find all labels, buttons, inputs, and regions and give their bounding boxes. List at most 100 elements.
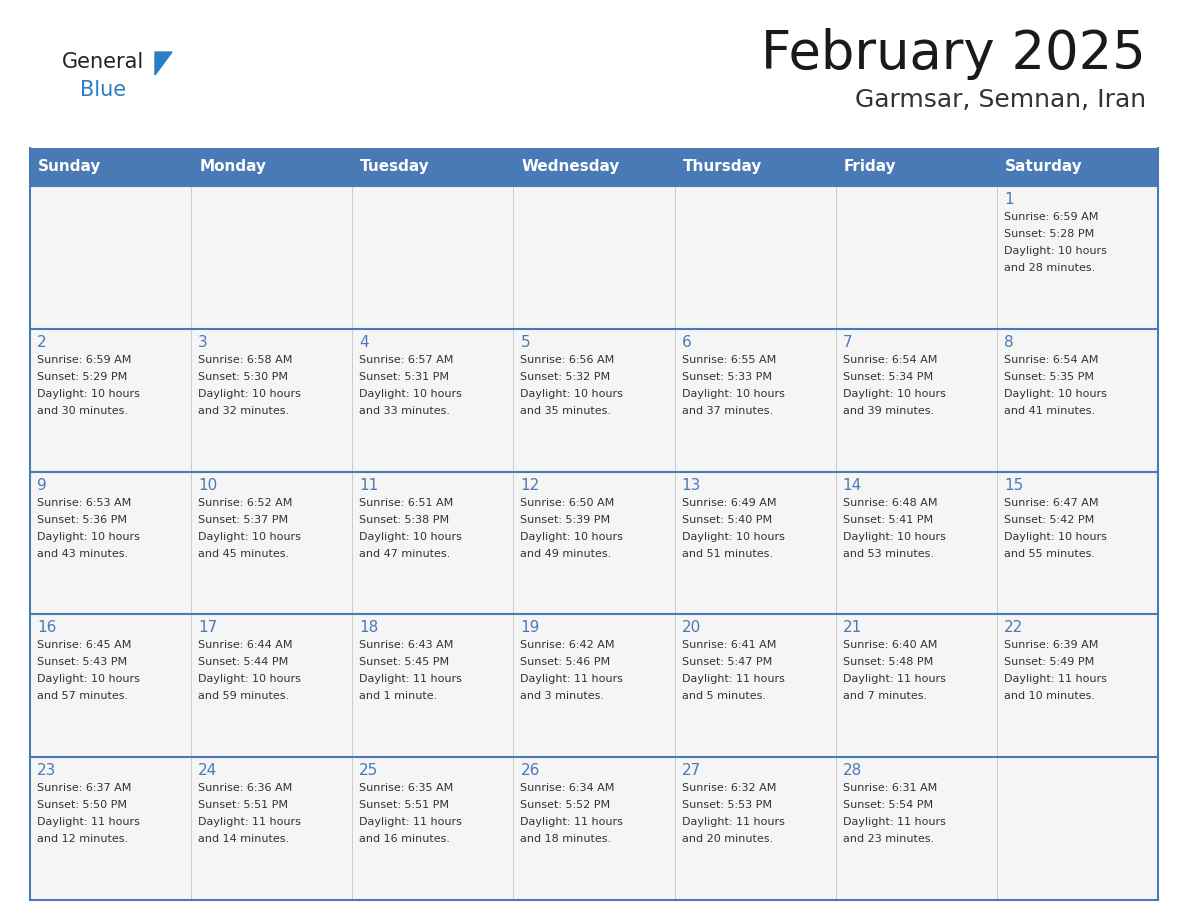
Bar bbox=[675, 329, 835, 472]
Text: Sunrise: 6:43 AM: Sunrise: 6:43 AM bbox=[359, 641, 454, 650]
Text: and 59 minutes.: and 59 minutes. bbox=[198, 691, 289, 701]
Text: 3: 3 bbox=[198, 335, 208, 350]
Text: Daylight: 10 hours: Daylight: 10 hours bbox=[37, 389, 140, 398]
Text: 15: 15 bbox=[1004, 477, 1023, 493]
Bar bbox=[30, 148, 191, 186]
Text: and 14 minutes.: and 14 minutes. bbox=[198, 834, 289, 845]
Text: Sunset: 5:44 PM: Sunset: 5:44 PM bbox=[198, 657, 289, 667]
Text: Daylight: 11 hours: Daylight: 11 hours bbox=[198, 817, 301, 827]
Text: Sunrise: 6:59 AM: Sunrise: 6:59 AM bbox=[37, 354, 132, 364]
Text: 9: 9 bbox=[37, 477, 46, 493]
Bar bbox=[30, 186, 191, 329]
Bar bbox=[353, 614, 513, 757]
Text: Saturday: Saturday bbox=[1005, 160, 1082, 174]
Text: Sunrise: 6:47 AM: Sunrise: 6:47 AM bbox=[1004, 498, 1099, 508]
Text: Daylight: 11 hours: Daylight: 11 hours bbox=[359, 817, 462, 827]
Bar bbox=[835, 757, 997, 900]
Text: Sunrise: 6:52 AM: Sunrise: 6:52 AM bbox=[198, 498, 292, 508]
Text: and 53 minutes.: and 53 minutes. bbox=[842, 549, 934, 558]
Text: 20: 20 bbox=[682, 621, 701, 635]
Text: Daylight: 10 hours: Daylight: 10 hours bbox=[37, 675, 140, 685]
Bar bbox=[675, 614, 835, 757]
Text: Daylight: 10 hours: Daylight: 10 hours bbox=[359, 389, 462, 398]
Bar bbox=[30, 614, 191, 757]
Bar bbox=[513, 186, 675, 329]
Bar bbox=[835, 148, 997, 186]
Bar bbox=[513, 614, 675, 757]
Text: Sunset: 5:40 PM: Sunset: 5:40 PM bbox=[682, 515, 772, 524]
Bar bbox=[997, 472, 1158, 614]
Text: Sunset: 5:30 PM: Sunset: 5:30 PM bbox=[198, 372, 289, 382]
Text: Sunset: 5:54 PM: Sunset: 5:54 PM bbox=[842, 800, 933, 811]
Text: and 7 minutes.: and 7 minutes. bbox=[842, 691, 927, 701]
Text: Sunrise: 6:45 AM: Sunrise: 6:45 AM bbox=[37, 641, 132, 650]
Text: Daylight: 10 hours: Daylight: 10 hours bbox=[1004, 389, 1107, 398]
Text: Wednesday: Wednesday bbox=[522, 160, 620, 174]
Text: and 55 minutes.: and 55 minutes. bbox=[1004, 549, 1095, 558]
Bar bbox=[997, 757, 1158, 900]
Text: Daylight: 10 hours: Daylight: 10 hours bbox=[520, 532, 624, 542]
Text: Daylight: 10 hours: Daylight: 10 hours bbox=[37, 532, 140, 542]
Bar bbox=[675, 148, 835, 186]
Text: 28: 28 bbox=[842, 763, 862, 778]
Text: Sunset: 5:41 PM: Sunset: 5:41 PM bbox=[842, 515, 933, 524]
Text: 8: 8 bbox=[1004, 335, 1013, 350]
Text: and 57 minutes.: and 57 minutes. bbox=[37, 691, 128, 701]
Text: Sunset: 5:46 PM: Sunset: 5:46 PM bbox=[520, 657, 611, 667]
Text: and 12 minutes.: and 12 minutes. bbox=[37, 834, 128, 845]
Text: Daylight: 10 hours: Daylight: 10 hours bbox=[520, 389, 624, 398]
Text: and 1 minute.: and 1 minute. bbox=[359, 691, 437, 701]
Text: 7: 7 bbox=[842, 335, 852, 350]
Text: and 33 minutes.: and 33 minutes. bbox=[359, 406, 450, 416]
Text: Sunrise: 6:42 AM: Sunrise: 6:42 AM bbox=[520, 641, 615, 650]
Text: Daylight: 11 hours: Daylight: 11 hours bbox=[520, 817, 624, 827]
Text: Daylight: 11 hours: Daylight: 11 hours bbox=[520, 675, 624, 685]
Text: and 35 minutes.: and 35 minutes. bbox=[520, 406, 612, 416]
Text: Daylight: 11 hours: Daylight: 11 hours bbox=[682, 675, 784, 685]
Bar bbox=[513, 757, 675, 900]
Text: Sunrise: 6:55 AM: Sunrise: 6:55 AM bbox=[682, 354, 776, 364]
Bar bbox=[191, 148, 353, 186]
Text: 2: 2 bbox=[37, 335, 46, 350]
Text: Sunset: 5:29 PM: Sunset: 5:29 PM bbox=[37, 372, 127, 382]
Text: 19: 19 bbox=[520, 621, 539, 635]
Text: 23: 23 bbox=[37, 763, 56, 778]
Bar bbox=[191, 757, 353, 900]
Text: Sunset: 5:43 PM: Sunset: 5:43 PM bbox=[37, 657, 127, 667]
Text: 12: 12 bbox=[520, 477, 539, 493]
Text: Sunrise: 6:31 AM: Sunrise: 6:31 AM bbox=[842, 783, 937, 793]
Text: and 3 minutes.: and 3 minutes. bbox=[520, 691, 605, 701]
Text: Sunset: 5:48 PM: Sunset: 5:48 PM bbox=[842, 657, 933, 667]
Bar bbox=[997, 329, 1158, 472]
Text: Sunrise: 6:48 AM: Sunrise: 6:48 AM bbox=[842, 498, 937, 508]
Text: and 47 minutes.: and 47 minutes. bbox=[359, 549, 450, 558]
Bar bbox=[835, 472, 997, 614]
Text: 17: 17 bbox=[198, 621, 217, 635]
Text: Daylight: 11 hours: Daylight: 11 hours bbox=[842, 817, 946, 827]
Text: and 23 minutes.: and 23 minutes. bbox=[842, 834, 934, 845]
Bar bbox=[835, 186, 997, 329]
Text: and 5 minutes.: and 5 minutes. bbox=[682, 691, 765, 701]
Text: and 28 minutes.: and 28 minutes. bbox=[1004, 263, 1095, 273]
Bar bbox=[513, 329, 675, 472]
Text: Sunrise: 6:40 AM: Sunrise: 6:40 AM bbox=[842, 641, 937, 650]
Bar bbox=[835, 614, 997, 757]
Text: Daylight: 11 hours: Daylight: 11 hours bbox=[1004, 675, 1107, 685]
Bar bbox=[353, 186, 513, 329]
Text: Daylight: 10 hours: Daylight: 10 hours bbox=[198, 675, 301, 685]
Text: 4: 4 bbox=[359, 335, 369, 350]
Text: 27: 27 bbox=[682, 763, 701, 778]
Text: Sunrise: 6:50 AM: Sunrise: 6:50 AM bbox=[520, 498, 614, 508]
Text: Sunset: 5:42 PM: Sunset: 5:42 PM bbox=[1004, 515, 1094, 524]
Text: Daylight: 10 hours: Daylight: 10 hours bbox=[1004, 532, 1107, 542]
Text: Daylight: 10 hours: Daylight: 10 hours bbox=[682, 389, 784, 398]
Text: Thursday: Thursday bbox=[683, 160, 762, 174]
Bar bbox=[997, 148, 1158, 186]
Text: Sunrise: 6:53 AM: Sunrise: 6:53 AM bbox=[37, 498, 131, 508]
Text: 1: 1 bbox=[1004, 192, 1013, 207]
Bar bbox=[353, 757, 513, 900]
Bar bbox=[675, 186, 835, 329]
Text: Sunrise: 6:56 AM: Sunrise: 6:56 AM bbox=[520, 354, 614, 364]
Text: 24: 24 bbox=[198, 763, 217, 778]
Text: Sunrise: 6:32 AM: Sunrise: 6:32 AM bbox=[682, 783, 776, 793]
